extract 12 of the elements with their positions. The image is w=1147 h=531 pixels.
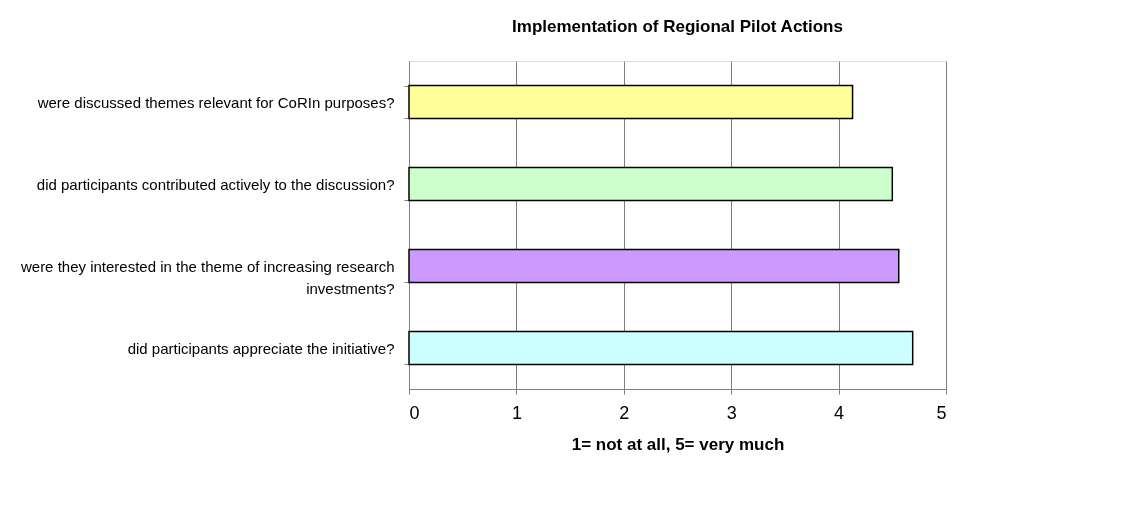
x-tick-label: 5 <box>936 402 947 423</box>
x-tick-label: 0 <box>409 402 420 423</box>
y-tick-label: were discussed themes relevant for CoRIn purposes? <box>36 93 395 111</box>
y-tick-label: did participants appreciate the initiative? <box>127 339 395 357</box>
x-tick-label: 2 <box>619 402 630 423</box>
chart-title: Implementation of Regional Pilot Actions <box>512 17 843 36</box>
x-axis-title: 1= not at all, 5= very much <box>571 434 785 454</box>
x-tick-label: 3 <box>726 402 737 423</box>
y-tick-label: were they interested in the theme of increasing research investments? <box>19 257 395 297</box>
x-tick-label: 1 <box>511 402 522 423</box>
x-tick-label: 4 <box>834 402 845 423</box>
y-tick-label: did participants contributed actively to the discussion? <box>36 175 395 193</box>
